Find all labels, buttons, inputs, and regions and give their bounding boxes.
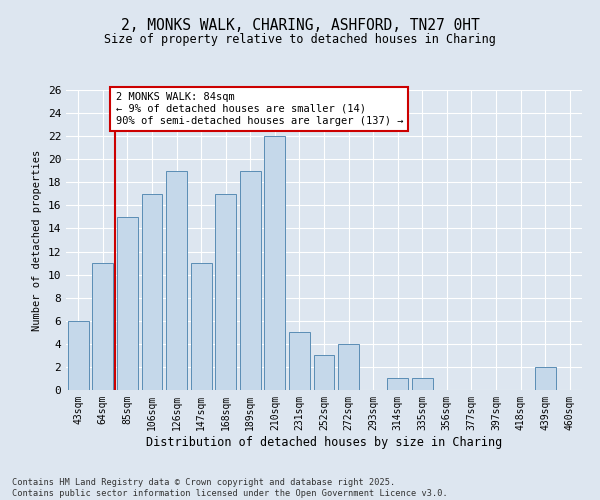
Bar — [240, 171, 261, 390]
Bar — [338, 344, 359, 390]
Bar — [412, 378, 433, 390]
Bar — [92, 263, 113, 390]
Bar — [289, 332, 310, 390]
Bar — [191, 263, 212, 390]
Text: 2 MONKS WALK: 84sqm
← 9% of detached houses are smaller (14)
90% of semi-detache: 2 MONKS WALK: 84sqm ← 9% of detached hou… — [116, 92, 403, 126]
Bar — [68, 321, 89, 390]
Text: Contains HM Land Registry data © Crown copyright and database right 2025.
Contai: Contains HM Land Registry data © Crown c… — [12, 478, 448, 498]
X-axis label: Distribution of detached houses by size in Charing: Distribution of detached houses by size … — [146, 436, 502, 448]
Bar — [314, 356, 334, 390]
Bar — [142, 194, 163, 390]
Bar — [117, 217, 138, 390]
Bar — [535, 367, 556, 390]
Y-axis label: Number of detached properties: Number of detached properties — [32, 150, 42, 330]
Bar — [166, 171, 187, 390]
Bar — [387, 378, 408, 390]
Bar — [215, 194, 236, 390]
Bar — [265, 136, 286, 390]
Text: 2, MONKS WALK, CHARING, ASHFORD, TN27 0HT: 2, MONKS WALK, CHARING, ASHFORD, TN27 0H… — [121, 18, 479, 32]
Text: Size of property relative to detached houses in Charing: Size of property relative to detached ho… — [104, 32, 496, 46]
